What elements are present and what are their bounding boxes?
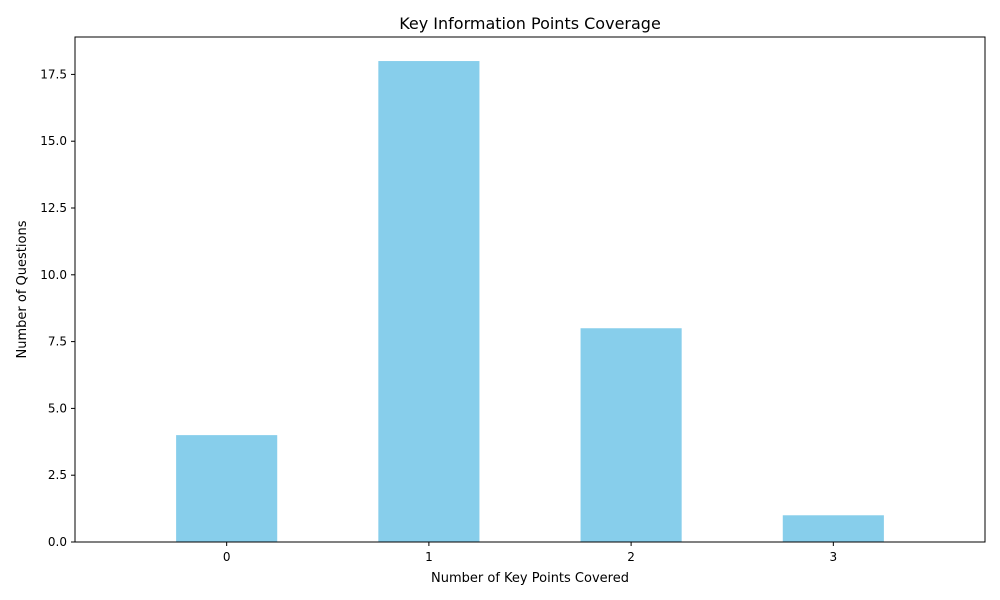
y-tick-label: 2.5 (48, 468, 67, 482)
plot-frame (74, 36, 986, 543)
x-axis-ticks: 0 1 2 3 (223, 542, 837, 564)
chart-title: Key Information Points Coverage (399, 14, 661, 33)
y-axis-ticks: 0.0 2.5 5.0 7.5 10.0 12.5 15.0 17.5 (40, 67, 75, 549)
x-tick-label: 0 (223, 550, 231, 564)
x-tick-label: 1 (425, 550, 433, 564)
bar-1 (378, 61, 480, 543)
bar-0 (176, 435, 278, 542)
bar-2 (580, 328, 682, 542)
y-tick-label: 0.0 (48, 535, 67, 549)
y-tick-label: 15.0 (40, 134, 67, 148)
y-tick-label: 17.5 (40, 67, 67, 81)
x-tick-label: 2 (627, 550, 635, 564)
y-tick-label: 7.5 (48, 335, 67, 349)
y-tick-label: 10.0 (40, 268, 67, 282)
x-axis-label: Number of Key Points Covered (431, 571, 629, 586)
x-tick-label: 3 (830, 550, 838, 564)
y-axis-label: Number of Questions (15, 220, 30, 358)
y-tick-label: 12.5 (40, 201, 67, 215)
y-tick-label: 5.0 (48, 401, 67, 415)
bar-3 (782, 515, 884, 542)
bars-layer (176, 61, 884, 543)
